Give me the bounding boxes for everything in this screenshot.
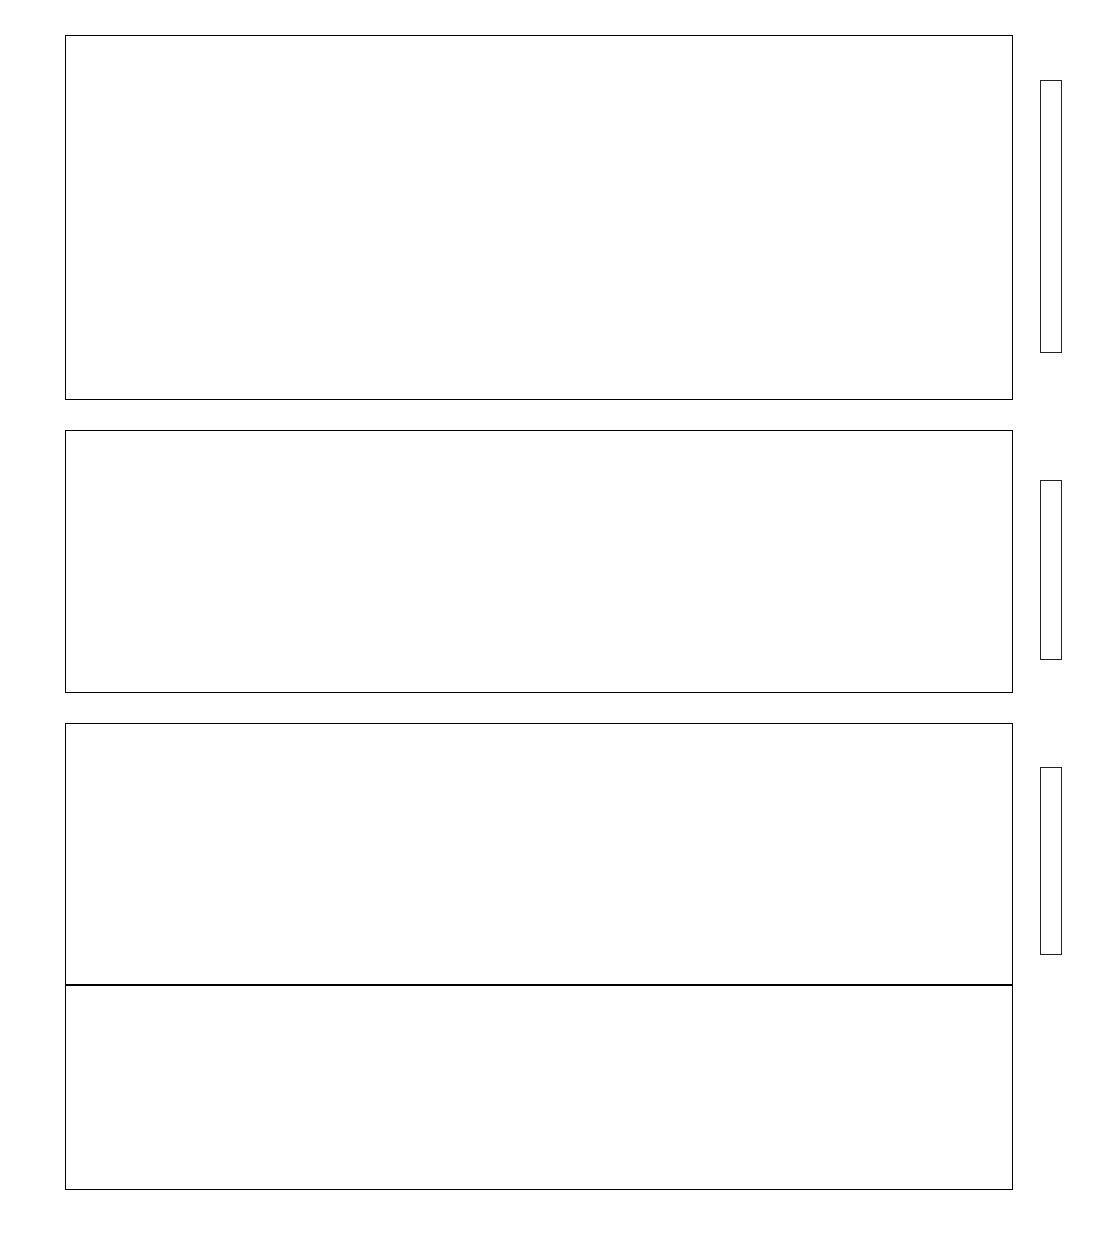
vertical-drifts-heatmap-canvas	[65, 723, 1013, 985]
latitude-colorbar	[1040, 80, 1062, 353]
bz-dst-canvas	[65, 985, 1013, 1190]
winds-colorbar	[1040, 480, 1062, 660]
tec-curves-canvas	[65, 35, 1013, 400]
drifts-colorbar	[1040, 767, 1062, 955]
meridional-winds-heatmap-canvas	[65, 430, 1013, 693]
